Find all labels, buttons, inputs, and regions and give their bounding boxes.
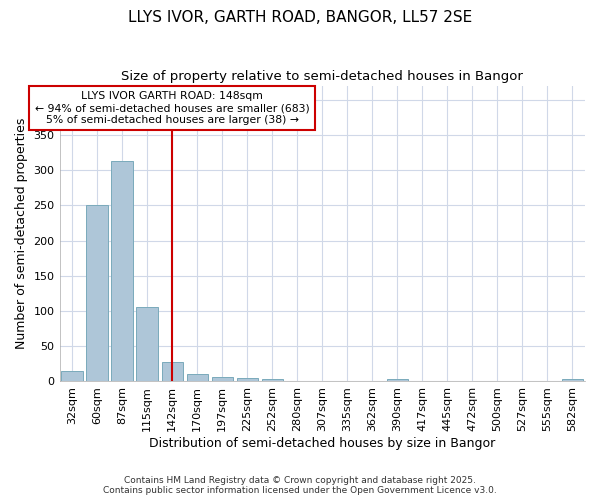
Bar xyxy=(187,374,208,382)
X-axis label: Distribution of semi-detached houses by size in Bangor: Distribution of semi-detached houses by … xyxy=(149,437,496,450)
Text: LLYS IVOR, GARTH ROAD, BANGOR, LL57 2SE: LLYS IVOR, GARTH ROAD, BANGOR, LL57 2SE xyxy=(128,10,472,25)
Bar xyxy=(86,206,108,382)
Bar xyxy=(212,376,233,382)
Bar xyxy=(112,161,133,382)
Bar xyxy=(262,378,283,382)
Bar xyxy=(61,371,83,382)
Y-axis label: Number of semi-detached properties: Number of semi-detached properties xyxy=(15,118,28,349)
Bar xyxy=(236,378,258,382)
Bar xyxy=(562,380,583,382)
Bar xyxy=(161,362,183,382)
Bar xyxy=(387,380,408,382)
Text: LLYS IVOR GARTH ROAD: 148sqm
← 94% of semi-detached houses are smaller (683)
5% : LLYS IVOR GARTH ROAD: 148sqm ← 94% of se… xyxy=(35,92,310,124)
Bar xyxy=(136,308,158,382)
Title: Size of property relative to semi-detached houses in Bangor: Size of property relative to semi-detach… xyxy=(121,70,523,83)
Text: Contains HM Land Registry data © Crown copyright and database right 2025.
Contai: Contains HM Land Registry data © Crown c… xyxy=(103,476,497,495)
